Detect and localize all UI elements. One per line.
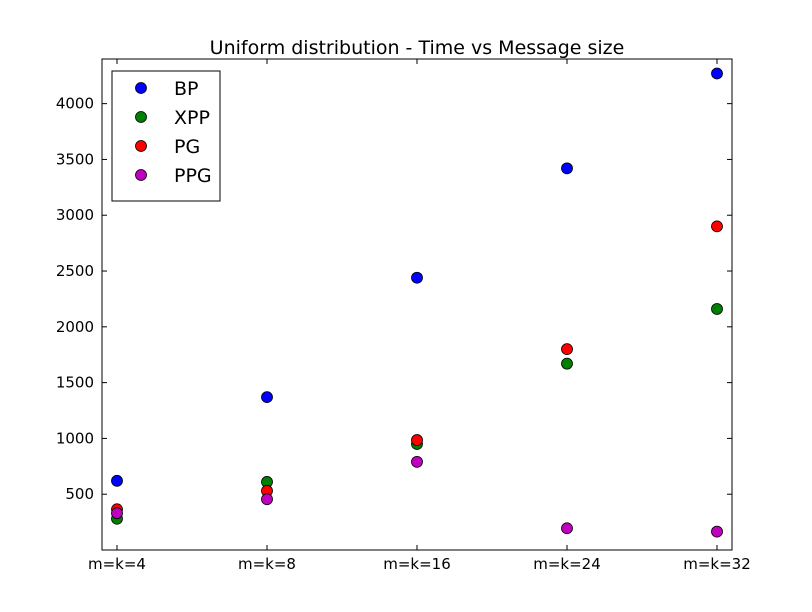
legend-marker-xpp (135, 111, 147, 123)
y-tick-label: 3000 (56, 206, 94, 224)
point-pg-2 (411, 434, 423, 446)
legend-marker-pg (135, 140, 147, 152)
point-bp-0 (111, 474, 123, 487)
x-tick-label: m=k=32 (683, 555, 751, 573)
y-tick-label: 2000 (56, 318, 94, 336)
point-pg-4 (711, 220, 723, 233)
legend-label-pg: PG (174, 136, 200, 158)
legend-marker-bp (135, 82, 147, 94)
x-tick-label: m=k=16 (383, 555, 451, 573)
x-tick-label: m=k=24 (533, 555, 601, 573)
y-tick-label: 3500 (56, 150, 94, 168)
legend-label-ppg: PPG (174, 165, 212, 187)
x-tick-label: m=k=4 (88, 555, 146, 573)
point-pg-3 (561, 343, 573, 356)
legend-marker-ppg (135, 169, 147, 181)
point-bp-2 (411, 271, 423, 284)
point-ppg-1 (261, 493, 273, 506)
point-ppg-0 (111, 507, 123, 520)
point-ppg-3 (561, 522, 573, 535)
y-tick-label: 4000 (56, 95, 94, 113)
x-tick-label: m=k=8 (238, 555, 296, 573)
y-tick-label: 1500 (56, 374, 94, 392)
chart-title: Uniform distribution - Time vs Message s… (210, 37, 625, 59)
point-ppg-4 (711, 525, 723, 538)
y-tick-label: 2500 (56, 262, 94, 280)
y-tick-label: 500 (65, 485, 94, 503)
y-tick-label: 1000 (56, 429, 94, 447)
y-axis: 500 1000 1500 2000 2500 3000 3500 4000 (56, 95, 732, 503)
point-bp-4 (711, 67, 723, 80)
point-ppg-2 (411, 455, 423, 468)
point-bp-1 (261, 391, 273, 404)
x-axis: m=k=4 m=k=8 m=k=16 m=k=24 m=k=32 (88, 59, 751, 573)
data-points (111, 67, 723, 538)
legend-box (111, 70, 221, 202)
legend-label-bp: BP (174, 78, 199, 100)
legend: BP XPP PG PPG (111, 70, 221, 202)
point-bp-3 (561, 162, 573, 175)
point-xpp-4 (711, 303, 723, 315)
point-xpp-3 (561, 357, 573, 370)
legend-label-xpp: XPP (174, 107, 210, 129)
